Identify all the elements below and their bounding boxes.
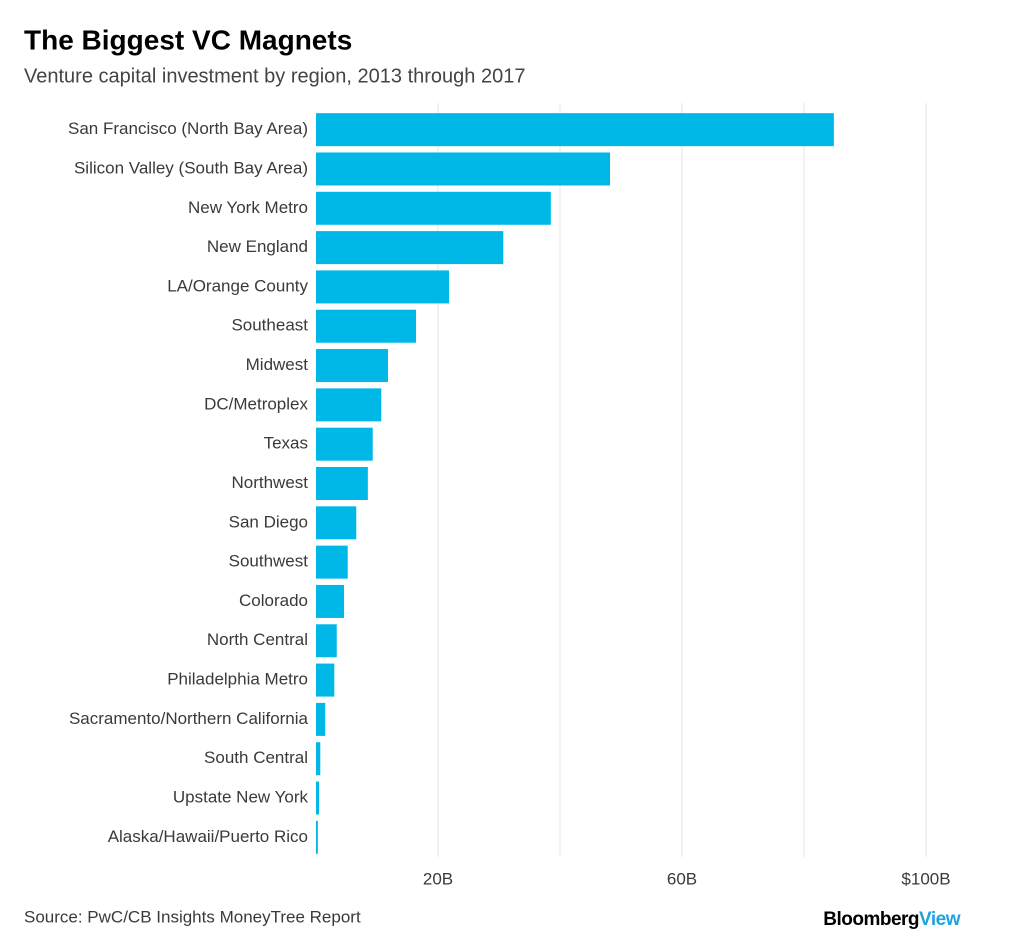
y-tick-label: New York Metro xyxy=(188,198,308,217)
y-tick-label: North Central xyxy=(207,630,308,649)
bar xyxy=(316,820,318,854)
bar xyxy=(316,781,320,815)
bar xyxy=(316,270,449,304)
bar xyxy=(316,388,382,422)
brand-accent: View xyxy=(919,909,961,930)
y-tick-label: Philadelphia Metro xyxy=(167,670,308,689)
x-tick-label: 20B xyxy=(423,869,453,888)
y-tick-label: Colorado xyxy=(239,591,308,610)
source: Source: PwC/CB Insights MoneyTree Report xyxy=(24,907,361,926)
chart-subtitle: Venture capital investment by region, 20… xyxy=(24,65,525,87)
chart-title: The Biggest VC Magnets xyxy=(24,24,352,55)
y-tick-label: San Diego xyxy=(229,512,308,531)
bar xyxy=(316,191,551,225)
brand-main: Bloomberg xyxy=(823,909,919,930)
y-tick-label: Northwest xyxy=(231,473,308,492)
bar xyxy=(316,467,368,500)
y-tick-label: Sacramento/Northern California xyxy=(69,709,309,728)
y-tick-label: Alaska/Hawaii/Puerto Rico xyxy=(108,827,308,846)
bar xyxy=(316,584,345,618)
bar xyxy=(316,349,388,383)
y-tick-label: South Central xyxy=(204,748,308,767)
bar xyxy=(316,702,326,736)
bar xyxy=(316,309,417,343)
y-tick-label: DC/Metroplex xyxy=(204,394,308,413)
y-tick-label: Upstate New York xyxy=(173,788,309,807)
y-tick-label: Midwest xyxy=(246,355,309,374)
x-tick-label: $100B xyxy=(901,869,950,888)
bar xyxy=(316,427,373,461)
y-tick-label: Southwest xyxy=(229,552,309,571)
bar xyxy=(316,545,348,579)
y-tick-label: Silicon Valley (South Bay Area) xyxy=(74,158,308,177)
bar xyxy=(316,742,321,776)
y-tick-label: New England xyxy=(207,237,308,256)
bar xyxy=(316,506,357,540)
y-tick-label: Texas xyxy=(264,434,308,453)
y-tick-label: LA/Orange County xyxy=(167,276,308,295)
bar xyxy=(316,624,337,658)
bar xyxy=(316,113,834,147)
y-tick-label: Southeast xyxy=(231,316,308,335)
bar xyxy=(316,231,504,265)
bar xyxy=(316,152,611,186)
x-tick-label: 60B xyxy=(667,869,697,888)
y-tick-label: San Francisco (North Bay Area) xyxy=(68,119,308,138)
brand: BloombergView xyxy=(823,909,960,930)
bar xyxy=(316,663,335,697)
